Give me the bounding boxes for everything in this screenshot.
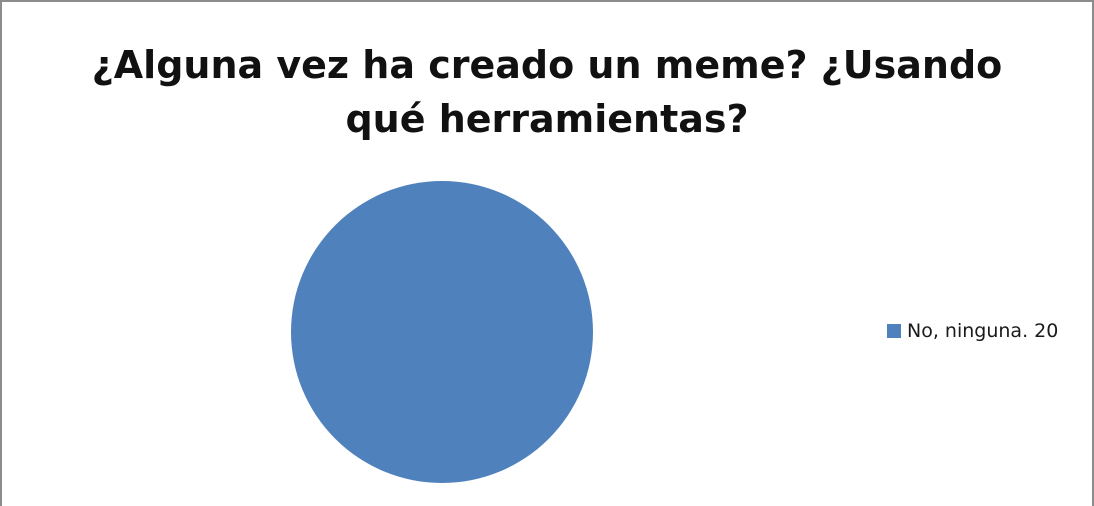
legend-swatch xyxy=(887,324,901,338)
chart-title-line-2: qué herramientas? xyxy=(345,97,749,141)
pie-slice xyxy=(291,181,593,483)
legend-label: No, ninguna. 20 xyxy=(907,320,1059,342)
chart-title-line-1: ¿Alguna vez ha creado un meme? ¿Usando xyxy=(91,43,1003,87)
chart-legend: No, ninguna. 20 xyxy=(887,318,1058,344)
chart-title: ¿Alguna vez ha creado un meme? ¿Usando q… xyxy=(0,38,1094,146)
pie-slices xyxy=(291,181,593,483)
